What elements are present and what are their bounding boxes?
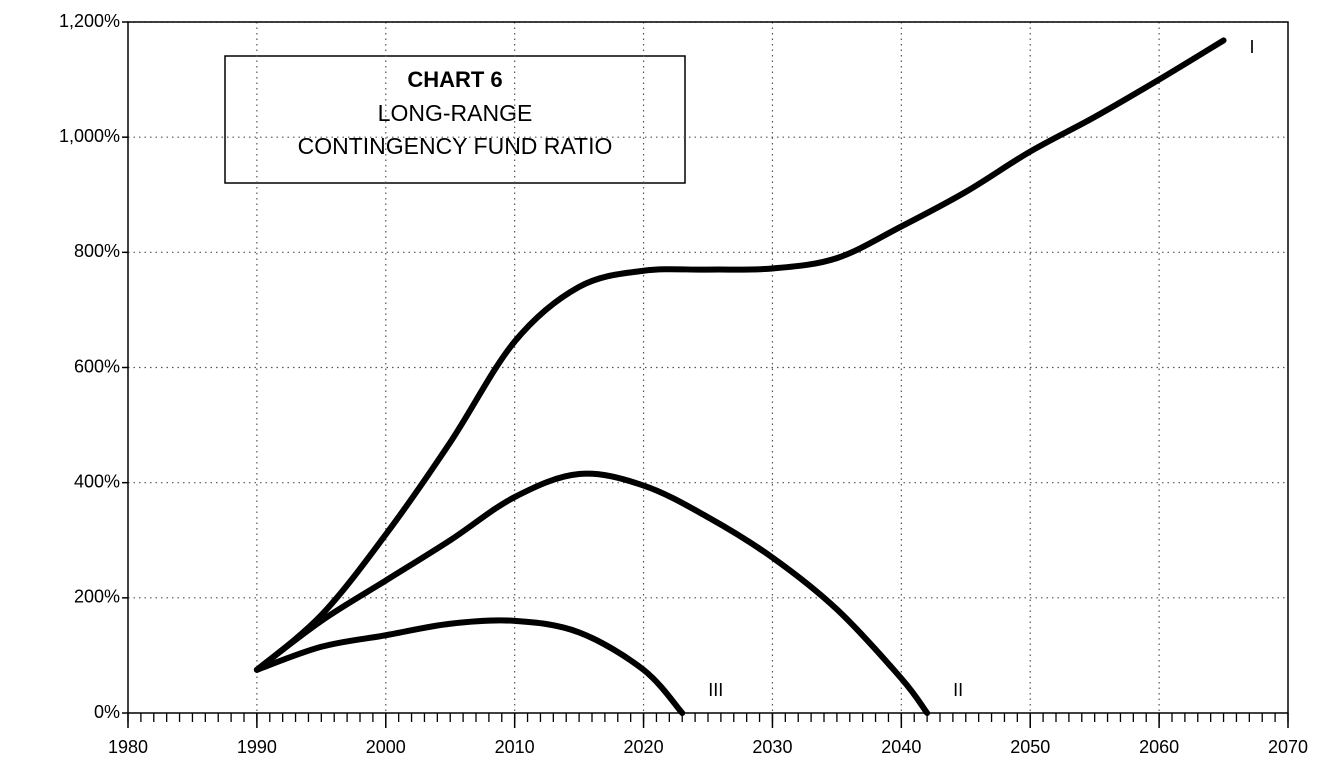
x-tick-label: 1980 <box>108 737 148 757</box>
y-tick-label: 400% <box>74 471 120 491</box>
y-tick-label: 0% <box>94 702 120 722</box>
x-tick-label: 2070 <box>1268 737 1308 757</box>
x-tick-label: 2060 <box>1139 737 1179 757</box>
x-tick-label: 1990 <box>237 737 277 757</box>
chart-title: CHART 6 <box>407 67 502 92</box>
series-line <box>253 470 931 716</box>
x-tick-label: 2020 <box>624 737 664 757</box>
y-tick-label: 200% <box>74 587 120 607</box>
y-tick-label: 800% <box>74 241 120 261</box>
series-label: II <box>953 680 963 700</box>
series-label: III <box>708 680 723 700</box>
x-tick-label: 2010 <box>495 737 535 757</box>
y-tick-label: 1,200% <box>59 11 120 31</box>
chart-subtitle: CONTINGENCY FUND RATIO <box>298 133 613 159</box>
x-tick-label: 2040 <box>881 737 921 757</box>
y-tick-label: 600% <box>74 356 120 376</box>
y-tick-label: 1,000% <box>59 126 120 146</box>
title-box <box>224 55 686 184</box>
plot-frame <box>127 21 1289 714</box>
x-tick-label: 2030 <box>752 737 792 757</box>
x-tick-label: 2050 <box>1010 737 1050 757</box>
chart-subtitle: LONG-RANGE <box>378 100 533 126</box>
series-line <box>253 617 686 716</box>
series-label: I <box>1250 37 1255 57</box>
series-line <box>253 37 1227 673</box>
x-tick-label: 2000 <box>366 737 406 757</box>
